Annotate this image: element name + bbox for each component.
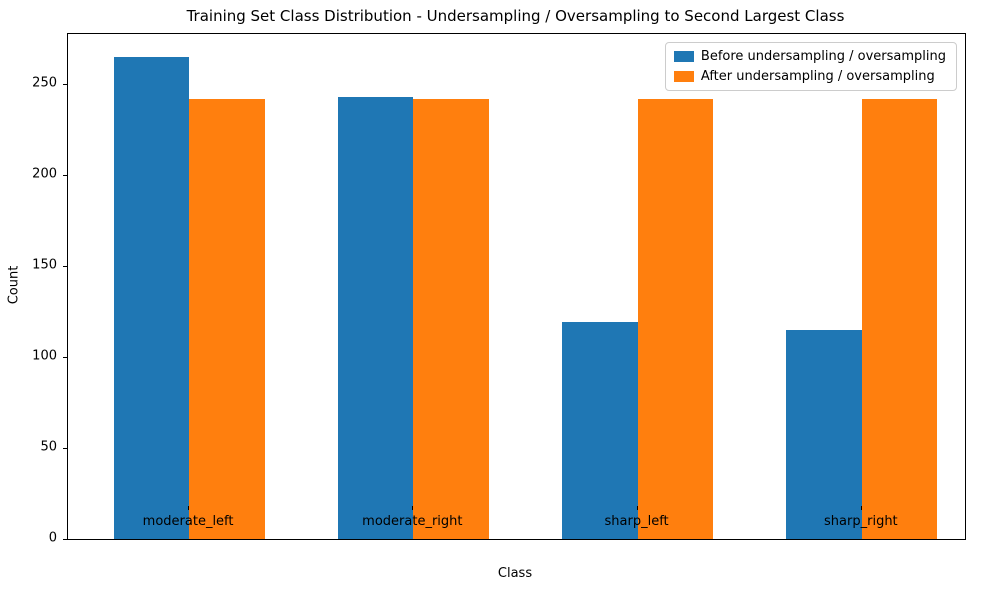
y-tick-label: 250 bbox=[32, 75, 57, 91]
y-tick-mark bbox=[63, 539, 67, 540]
y-tick-mark bbox=[63, 84, 67, 86]
y-tick-mark bbox=[63, 266, 67, 268]
y-tick-mark bbox=[63, 357, 67, 359]
x-axis-label: Class bbox=[497, 566, 533, 581]
bar-moderate_right-before bbox=[337, 96, 414, 539]
x-tick-label-sharp_left: sharp_left bbox=[604, 514, 669, 529]
bar-moderate_left-before bbox=[113, 56, 190, 539]
y-tick-label: 50 bbox=[40, 439, 57, 455]
x-tick-mark bbox=[860, 506, 862, 510]
y-tick-label: 150 bbox=[32, 257, 57, 273]
legend-entry: After undersampling / oversampling bbox=[673, 69, 946, 84]
x-tick-label-sharp_right: sharp_right bbox=[824, 514, 898, 529]
legend-swatch-icon bbox=[673, 71, 694, 82]
bar-sharp_left-after bbox=[637, 98, 714, 539]
y-tick-label: 0 bbox=[48, 530, 57, 546]
legend-swatch-icon bbox=[673, 51, 694, 62]
y-tick-label: 200 bbox=[32, 166, 57, 182]
legend: Before undersampling / oversampling After… bbox=[664, 42, 957, 91]
legend-label: After undersampling / oversampling bbox=[700, 69, 935, 84]
bar-moderate_right-after bbox=[413, 98, 489, 539]
plot-area: Before undersampling / oversampling After… bbox=[63, 33, 966, 540]
bar-moderate_left-after bbox=[189, 98, 265, 539]
y-tick-mark bbox=[63, 175, 67, 177]
y-tick-mark bbox=[63, 448, 67, 449]
x-tick-mark bbox=[636, 506, 638, 510]
x-tick-mark bbox=[188, 506, 190, 510]
bar-sharp_right-before bbox=[786, 329, 862, 539]
bar-sharp_right-after bbox=[861, 98, 938, 539]
bar-sharp_left-before bbox=[562, 322, 638, 539]
legend-label: Before undersampling / oversampling bbox=[700, 49, 946, 64]
chart-title: Training Set Class Distribution - Unders… bbox=[186, 7, 845, 25]
legend-entry: Before undersampling / oversampling bbox=[673, 49, 946, 64]
x-tick-label-moderate_left: moderate_left bbox=[142, 514, 234, 529]
y-tick-label: 100 bbox=[32, 348, 57, 364]
x-tick-label-moderate_right: moderate_right bbox=[362, 514, 463, 529]
x-tick-mark bbox=[412, 506, 414, 510]
